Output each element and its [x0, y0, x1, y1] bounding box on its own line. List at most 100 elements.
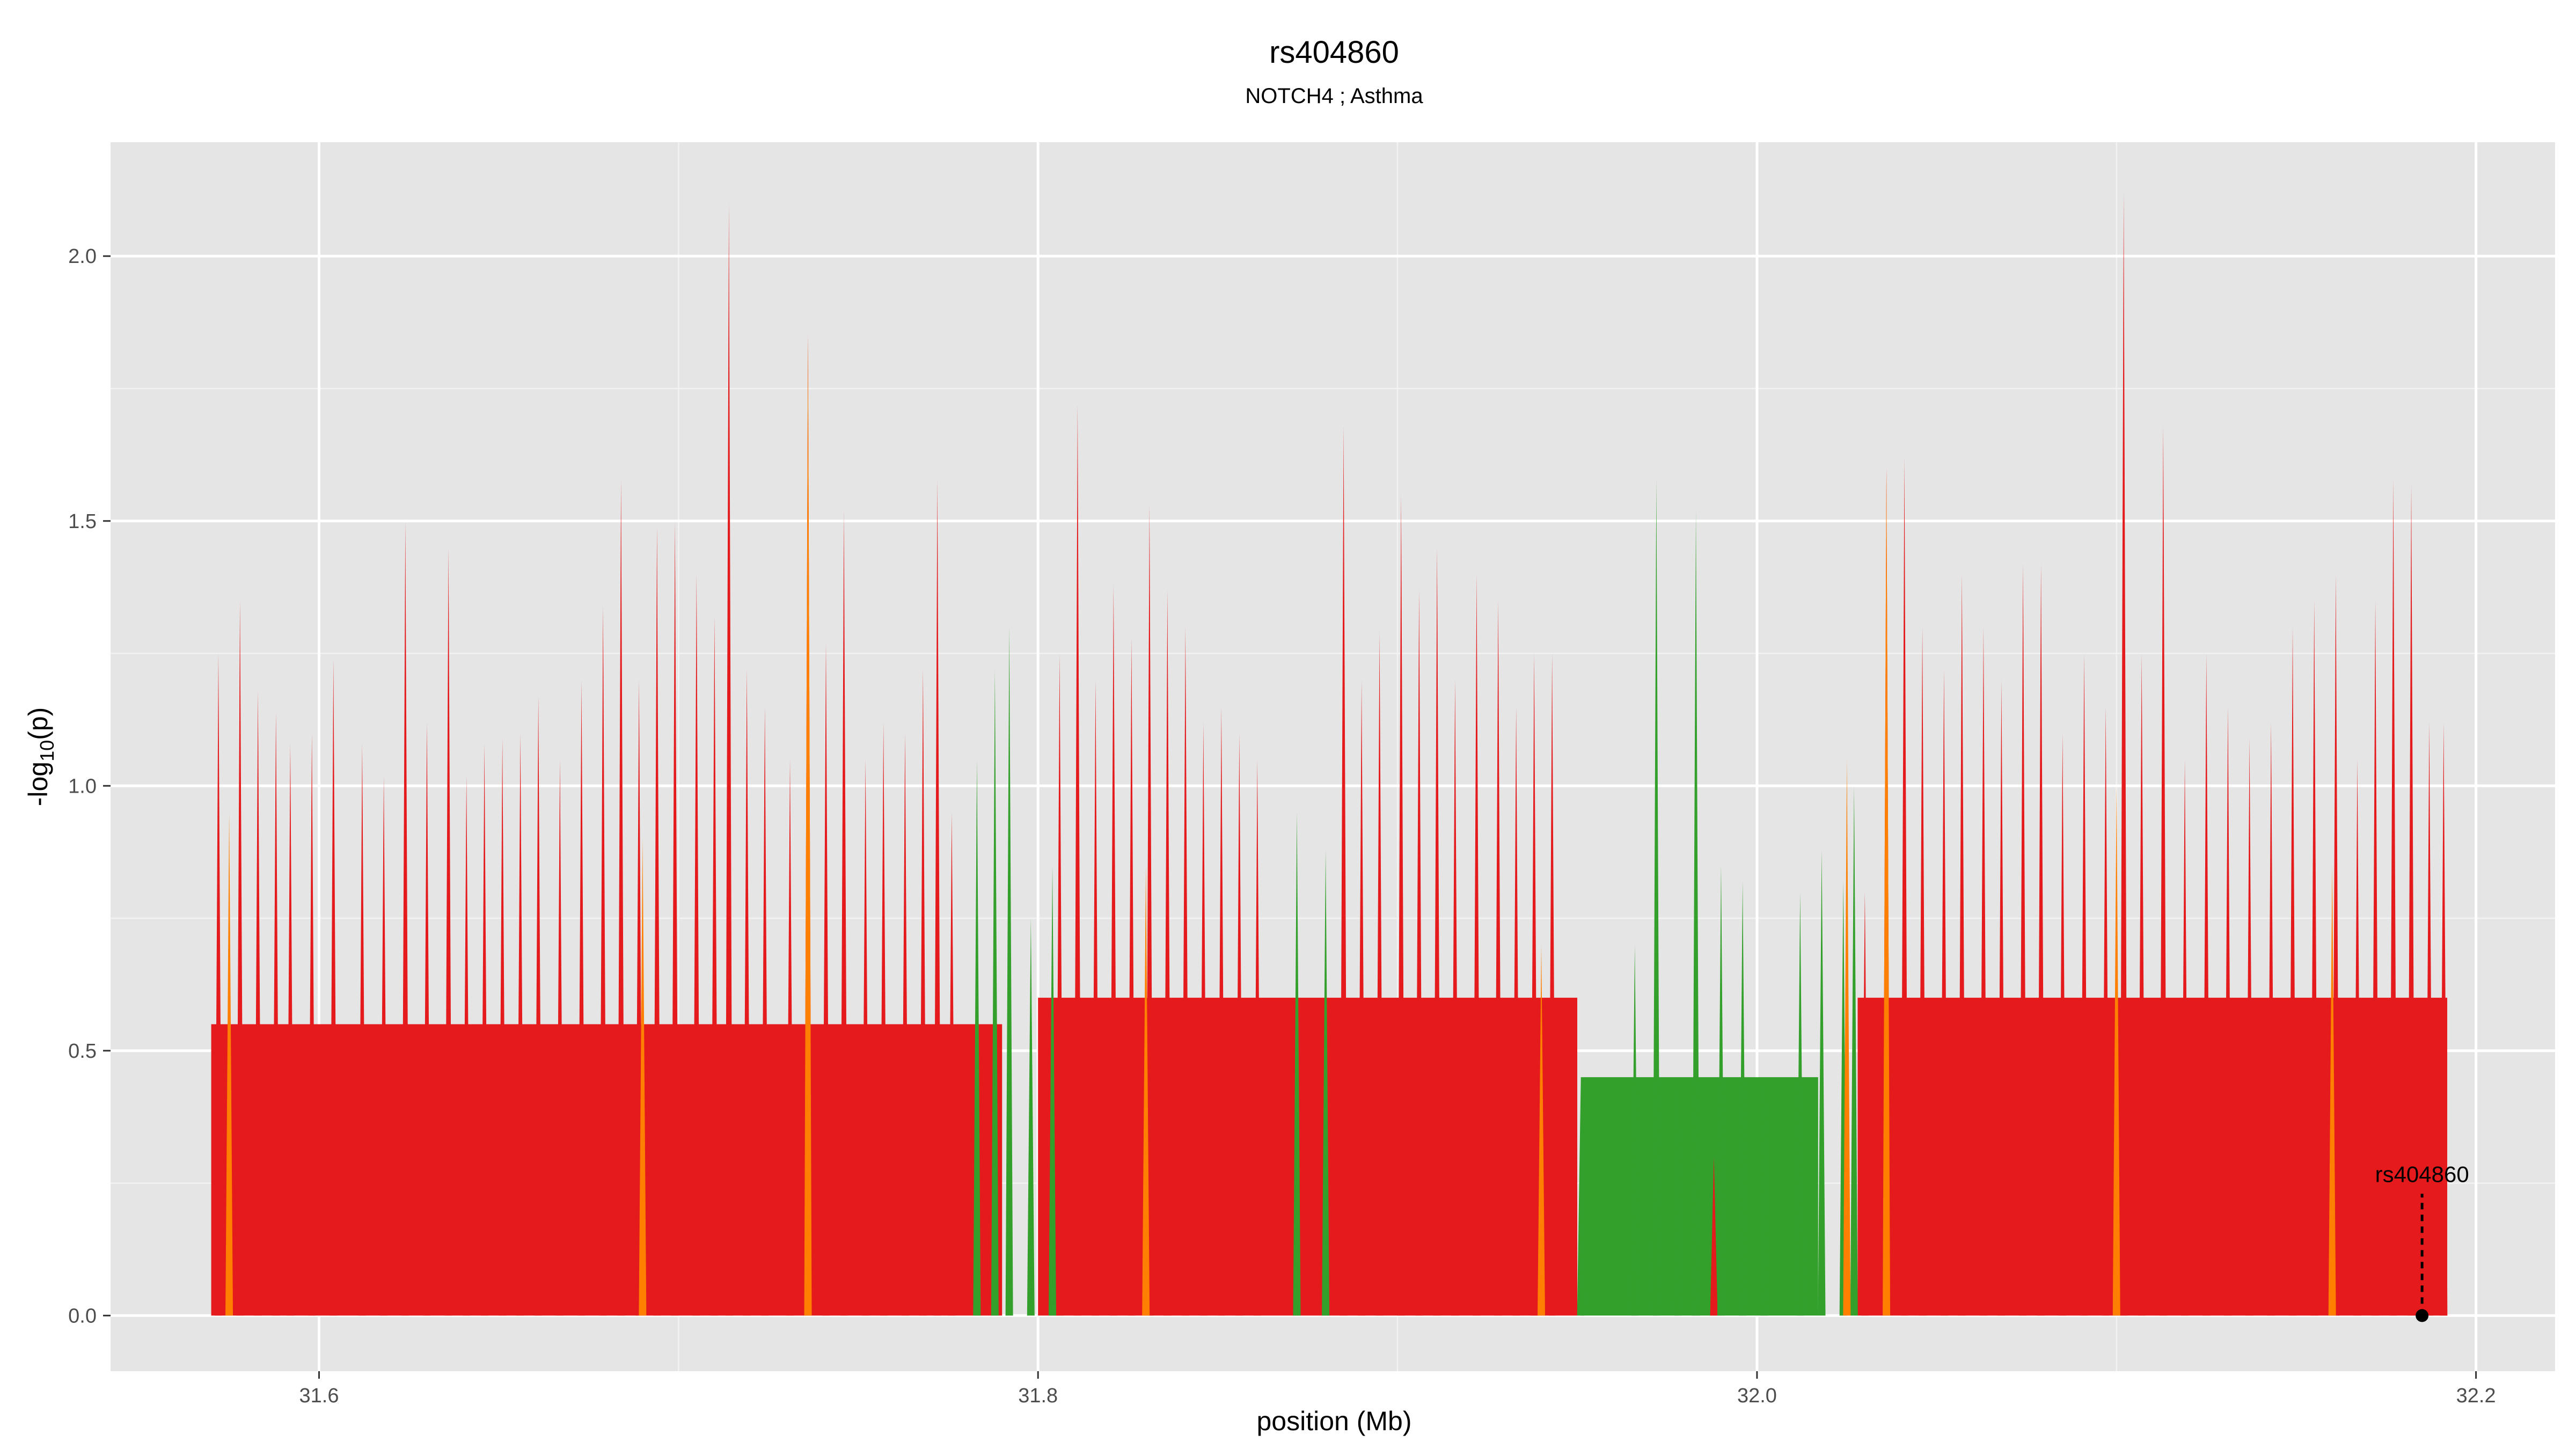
data-spike: [423, 722, 431, 1316]
data-spike: [516, 733, 524, 1316]
y-tick-label: 0.0: [68, 1305, 97, 1327]
data-spike: [1739, 881, 1747, 1316]
data-spike: [2112, 786, 2120, 1316]
x-tick-label: 32.2: [2456, 1385, 2496, 1407]
data-spike: [330, 658, 338, 1316]
data-spike: [1919, 627, 1927, 1316]
data-spike: [556, 759, 564, 1316]
data-spike: [2372, 600, 2380, 1316]
data-spike: [2310, 600, 2318, 1316]
data-spike: [463, 775, 471, 1316]
data-spike: [901, 733, 909, 1316]
data-spike: [1322, 849, 1330, 1316]
annotation-label: rs404860: [2375, 1161, 2469, 1187]
y-tick-label: 2.0: [68, 245, 97, 268]
data-spike: [1850, 786, 1858, 1316]
data-spike: [1631, 945, 1639, 1316]
data-spike: [1861, 891, 1869, 1316]
data-spike: [948, 812, 956, 1316]
data-spike: [1199, 722, 1208, 1316]
data-spike: [2159, 426, 2167, 1316]
y-axis-title-suffix: (p): [23, 707, 53, 740]
data-spike: [1577, 1077, 1585, 1316]
data-spike: [1397, 494, 1405, 1316]
data-spike: [2407, 484, 2416, 1316]
data-spike: [840, 510, 848, 1316]
data-spike: [1293, 812, 1301, 1316]
data-spike: [1538, 945, 1546, 1316]
data-spike: [653, 526, 661, 1316]
x-tick-label: 31.6: [299, 1385, 339, 1407]
data-spike: [2181, 759, 2189, 1316]
data-spike: [743, 669, 751, 1316]
data-spike: [1818, 849, 1826, 1316]
data-spike: [671, 521, 679, 1316]
data-spike: [2059, 733, 2067, 1316]
data-spike: [2224, 706, 2232, 1316]
data-spike: [2138, 653, 2146, 1316]
data-spike: [1674, 1077, 1682, 1316]
data-spike: [725, 203, 733, 1316]
y-axis-title-subscript: 10: [36, 740, 58, 762]
association-spikes: [211, 192, 2448, 1316]
data-spike: [2389, 478, 2397, 1316]
data-spike: [1796, 891, 1804, 1316]
data-spike: [2245, 738, 2253, 1316]
red-fill-block: [1038, 998, 1577, 1316]
data-spike: [1073, 404, 1081, 1316]
data-spike: [804, 335, 812, 1316]
data-spike: [1092, 679, 1100, 1316]
data-spike: [254, 690, 262, 1316]
data-spike: [2425, 722, 2433, 1316]
annotation-point: [2416, 1309, 2429, 1322]
data-spike: [2080, 653, 2088, 1316]
data-spike: [692, 574, 700, 1316]
data-spike: [272, 712, 280, 1316]
lead-snp-annotation: rs404860: [2375, 1161, 2469, 1322]
data-spike: [711, 616, 719, 1316]
data-spike: [991, 669, 999, 1316]
data-spike: [822, 642, 830, 1316]
data-spike: [2353, 759, 2361, 1316]
data-spike: [861, 759, 869, 1316]
data-spike: [1692, 510, 1700, 1316]
data-spike: [1900, 457, 1908, 1316]
data-spike: [1760, 1077, 1768, 1316]
data-spike: [2019, 563, 2027, 1316]
y-axis: 0.0 0.5 1.0 1.5 2.0: [68, 245, 111, 1327]
data-spike: [1415, 590, 1423, 1316]
data-spike: [380, 775, 388, 1316]
y-tick-label: 1.5: [68, 510, 97, 533]
data-spike: [1049, 865, 1057, 1316]
data-spike: [1979, 627, 1987, 1316]
data-spike: [1530, 653, 1538, 1316]
data-spike: [1494, 600, 1502, 1316]
data-spike: [1253, 759, 1261, 1316]
data-spike: [2289, 627, 2297, 1316]
data-spike: [1717, 865, 1725, 1316]
chart-title: rs404860: [1269, 35, 1399, 70]
data-spike: [617, 478, 625, 1316]
x-axis-title: position (Mb): [1257, 1406, 1412, 1436]
y-tick-label: 0.5: [68, 1040, 97, 1063]
x-tick-label: 32.0: [1737, 1385, 1777, 1407]
data-spike: [973, 759, 981, 1316]
data-spike: [1217, 706, 1225, 1316]
data-spike: [2328, 865, 2336, 1316]
data-spike: [1142, 865, 1150, 1316]
data-spike: [1451, 679, 1459, 1316]
data-spike: [1163, 590, 1172, 1316]
data-spike: [1358, 679, 1366, 1316]
red-fill-block: [1857, 998, 2448, 1316]
data-spike: [786, 759, 794, 1316]
data-spike: [308, 733, 316, 1316]
data-spike: [2037, 563, 2045, 1316]
data-spike: [577, 679, 586, 1316]
data-spike: [2202, 653, 2211, 1316]
data-spike: [1652, 478, 1660, 1316]
data-spike: [2440, 722, 2448, 1316]
y-axis-title: -log10(p): [23, 707, 58, 807]
data-spike: [639, 838, 647, 1316]
data-spike: [1375, 632, 1384, 1316]
